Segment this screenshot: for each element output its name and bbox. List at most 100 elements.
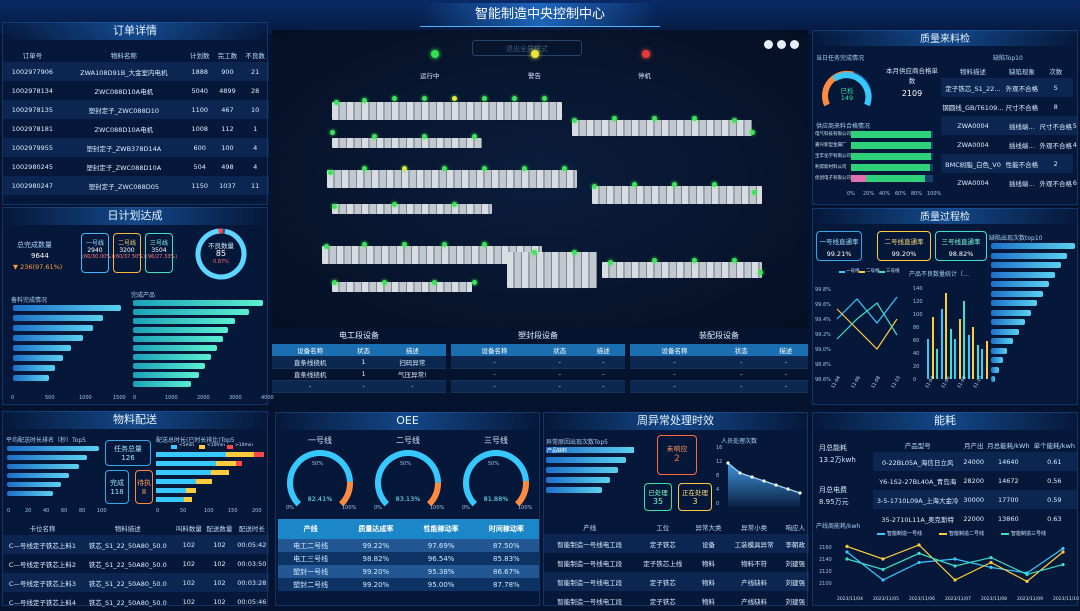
status-dot[interactable] <box>692 258 697 263</box>
bar <box>991 319 1025 325</box>
status-dot[interactable] <box>472 280 477 285</box>
bar <box>991 366 999 373</box>
status-dot[interactable] <box>332 204 337 209</box>
bar <box>546 477 610 483</box>
device-table-title: 装配段设备 <box>699 331 739 340</box>
status-dot[interactable] <box>652 116 657 121</box>
table-cell: 物料 <box>690 572 727 591</box>
top-reason-bar <box>546 447 634 453</box>
status-dot[interactable] <box>330 130 335 135</box>
status-dot[interactable] <box>572 250 577 255</box>
status-dot[interactable] <box>392 202 397 207</box>
status-dot[interactable] <box>752 190 757 195</box>
table-cell: 1002978181 <box>11 124 54 133</box>
supplier-bar <box>851 142 931 149</box>
status-dot[interactable] <box>750 130 755 135</box>
axis-tick: 4 <box>716 487 720 493</box>
table-cell: 1002978135 <box>3 100 62 119</box>
status-dot[interactable] <box>612 116 617 121</box>
stacked-bar <box>156 470 211 475</box>
status-dot[interactable] <box>402 242 407 247</box>
status-dot[interactable] <box>482 96 487 101</box>
status-dot[interactable] <box>452 202 457 207</box>
status-dot[interactable] <box>362 98 367 103</box>
status-dot[interactable] <box>532 250 537 255</box>
device-header-row: 设备名称 状态 描述 <box>272 344 446 356</box>
status-dot[interactable] <box>572 118 577 123</box>
stacked-bar <box>156 452 226 457</box>
axis-tick: 0 <box>133 395 137 401</box>
status-dot[interactable] <box>758 270 763 275</box>
stacked-bar <box>156 497 184 502</box>
table-cell: 塑封一号线 <box>278 565 344 578</box>
status-dot[interactable] <box>652 258 657 263</box>
stacked-bar <box>226 452 254 457</box>
running-label: 运行中 <box>420 72 440 80</box>
status-dot[interactable] <box>442 166 447 171</box>
bar <box>133 309 249 315</box>
status-dot[interactable] <box>332 280 337 285</box>
status-dot[interactable] <box>372 134 377 139</box>
status-dot[interactable] <box>482 166 487 171</box>
status-dot[interactable] <box>362 166 367 171</box>
device-table-1: 电工段设备 设备名称 状态 描述 直条线绕机 1 扫码异常 直条线绕机 1 气压异常! - - - <box>272 330 446 406</box>
status-dot[interactable] <box>328 170 333 175</box>
status-dot[interactable] <box>608 260 613 265</box>
table-row: 智能制造一号线电工段 定子铁芯上线 物料 物料不符 刘建强 <box>544 553 809 572</box>
stacked-bar <box>186 488 196 493</box>
table-row: 钢圆线_GB/T6109… 尺寸不合格 8 <box>941 97 1077 116</box>
status-dot[interactable] <box>592 184 597 189</box>
stacked-bar <box>196 479 212 484</box>
supplier-name: 优创电子有限公司 <box>815 176 851 181</box>
status-dot[interactable] <box>732 258 737 263</box>
status-dot[interactable] <box>324 244 329 249</box>
device-col: 状态 <box>719 344 764 356</box>
exit-fullscreen-button[interactable]: 退出全屏模式 <box>472 40 582 56</box>
table-cell: 30000 <box>962 490 986 509</box>
status-dot[interactable] <box>692 116 697 121</box>
status-dot[interactable] <box>422 134 427 139</box>
status-dot[interactable] <box>402 166 407 171</box>
status-dot[interactable] <box>712 182 717 187</box>
axis-tick: 100 <box>913 312 923 318</box>
energy-point <box>917 543 921 547</box>
oee-panel: OEE 产线 质量达成率 性能稼动率 时间稼动率 电工二号线 99.22% 97.69% 8… <box>275 412 540 606</box>
status-dot[interactable] <box>542 96 547 101</box>
settings-icon[interactable] <box>764 40 773 49</box>
axis-tick: 80% <box>911 191 923 197</box>
status-dot[interactable] <box>432 280 437 285</box>
status-dot[interactable] <box>422 96 427 101</box>
device-table: 设备名称 状态 描述 - - - - - - - - - <box>451 344 625 393</box>
status-dot[interactable] <box>482 242 487 247</box>
legend-label: 智能制造三号线 <box>1011 531 1047 537</box>
defect-table: 物料描述 缺陷现象 次数 定子铁芯_S1_22… 外观不合格 5 钢圆线_GB/T6109… <box>941 63 1077 192</box>
status-dot[interactable] <box>732 118 737 123</box>
line3-kpi: 三号线 3504 (96/27.33%) <box>145 233 177 273</box>
status-dot[interactable] <box>382 280 387 285</box>
production-line-2-assembly <box>592 186 762 204</box>
status-dot[interactable] <box>632 182 637 187</box>
line2-kpi: 二号线 3200 (60/37.50%) <box>113 233 145 273</box>
status-dot[interactable] <box>452 96 457 101</box>
device-cell: - <box>272 380 349 393</box>
quality-incoming-panel: 质量来料检 当日任务完成情况 已检 149 本月供应商合格单数 2109 供应商… <box>812 30 1078 205</box>
status-dot[interactable] <box>472 134 477 139</box>
status-dot[interactable] <box>512 96 517 101</box>
table-row: Y6-1S2-27BL40A_青岛海 28200 14672 0.56 <box>873 471 1077 490</box>
status-dot[interactable] <box>442 242 447 247</box>
table-cell: ZWC088D10A电机 <box>94 125 154 134</box>
table-cell: 5 <box>1072 116 1077 135</box>
table-cell: 98.82% <box>343 552 409 565</box>
status-dot[interactable] <box>522 166 527 171</box>
fullscreen-icon[interactable] <box>790 40 799 49</box>
table-cell: 102 <box>204 573 235 592</box>
status-dot[interactable] <box>562 166 567 171</box>
status-dot[interactable] <box>672 182 677 187</box>
bar <box>991 338 1013 344</box>
status-dot[interactable] <box>362 242 367 247</box>
table-cell: 尺寸不合格 <box>1005 103 1039 112</box>
refresh-icon[interactable] <box>777 40 786 49</box>
status-dot[interactable] <box>334 100 339 105</box>
energy-point <box>1061 550 1065 554</box>
status-dot[interactable] <box>392 96 397 101</box>
